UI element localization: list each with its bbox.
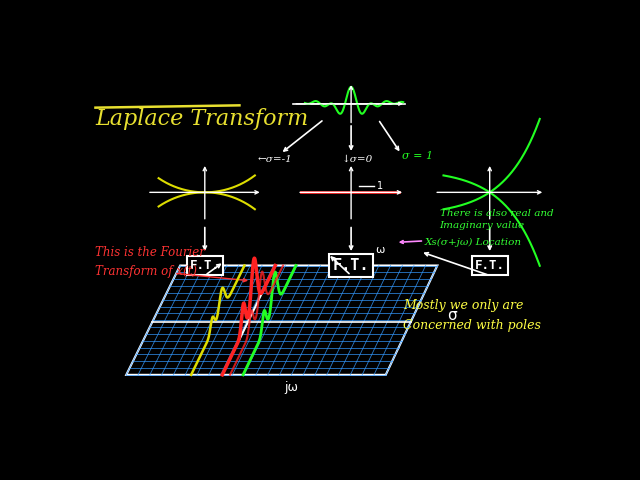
Text: ↓σ=0: ↓σ=0: [342, 155, 373, 164]
Text: σ: σ: [447, 308, 457, 323]
Text: ←σ=-1: ←σ=-1: [257, 155, 292, 164]
Text: F.T.: F.T.: [333, 258, 369, 273]
Text: F.T.: F.T.: [190, 259, 220, 272]
Text: There is also real and
Imaginary value: There is also real and Imaginary value: [440, 208, 553, 230]
Text: 1: 1: [378, 181, 383, 191]
Text: F.T.: F.T.: [475, 259, 505, 272]
Text: Xs(σ+jω) Location: Xs(σ+jω) Location: [424, 238, 521, 247]
Text: σ = 1: σ = 1: [402, 151, 433, 161]
Text: Laplace Transform: Laplace Transform: [95, 108, 308, 130]
Text: This is the Fourier
Transform of x(t): This is the Fourier Transform of x(t): [95, 246, 205, 277]
Text: Mostly we only are
Concerned with poles: Mostly we only are Concerned with poles: [403, 299, 541, 332]
Text: ω: ω: [376, 245, 385, 255]
Text: jω: jω: [284, 381, 298, 394]
